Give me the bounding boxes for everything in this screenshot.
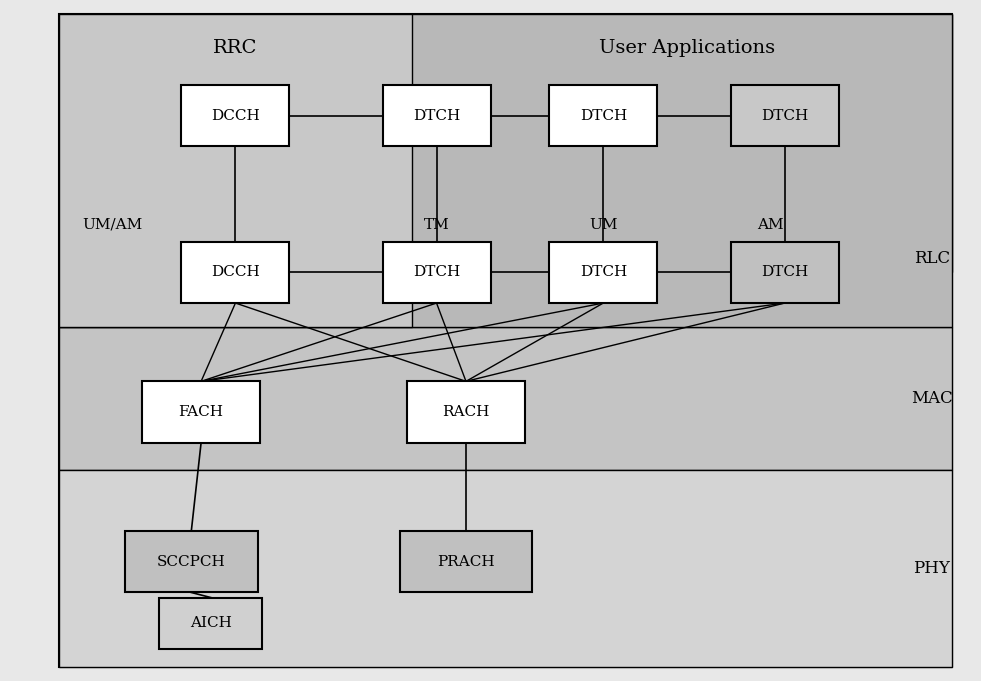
- FancyBboxPatch shape: [59, 14, 412, 327]
- FancyBboxPatch shape: [181, 242, 289, 303]
- FancyBboxPatch shape: [412, 14, 952, 272]
- FancyBboxPatch shape: [383, 242, 490, 303]
- FancyBboxPatch shape: [383, 85, 490, 146]
- Text: MAC: MAC: [911, 390, 953, 407]
- FancyBboxPatch shape: [59, 14, 412, 327]
- Text: DTCH: DTCH: [413, 109, 460, 123]
- Text: RRC: RRC: [213, 39, 258, 57]
- Text: DTCH: DTCH: [580, 109, 627, 123]
- FancyBboxPatch shape: [142, 381, 260, 443]
- FancyBboxPatch shape: [59, 470, 952, 667]
- Text: RLC: RLC: [914, 251, 950, 267]
- FancyBboxPatch shape: [59, 14, 952, 667]
- Text: SCCPCH: SCCPCH: [157, 555, 226, 569]
- Text: DCCH: DCCH: [211, 109, 260, 123]
- Text: AM: AM: [756, 218, 784, 232]
- FancyBboxPatch shape: [400, 531, 533, 592]
- Text: DTCH: DTCH: [580, 266, 627, 279]
- Text: UM/AM: UM/AM: [82, 218, 143, 232]
- Text: User Applications: User Applications: [598, 39, 775, 57]
- FancyBboxPatch shape: [126, 531, 257, 592]
- FancyBboxPatch shape: [59, 327, 952, 470]
- FancyBboxPatch shape: [549, 242, 657, 303]
- FancyBboxPatch shape: [59, 14, 952, 327]
- Text: DTCH: DTCH: [413, 266, 460, 279]
- FancyBboxPatch shape: [731, 242, 839, 303]
- Text: DTCH: DTCH: [761, 109, 808, 123]
- Text: AICH: AICH: [190, 616, 232, 630]
- FancyBboxPatch shape: [549, 85, 657, 146]
- FancyBboxPatch shape: [731, 85, 839, 146]
- FancyBboxPatch shape: [407, 381, 525, 443]
- Text: PHY: PHY: [913, 560, 951, 577]
- Text: PRACH: PRACH: [438, 555, 494, 569]
- FancyBboxPatch shape: [159, 598, 263, 648]
- Text: FACH: FACH: [179, 405, 224, 419]
- Text: DCCH: DCCH: [211, 266, 260, 279]
- Text: TM: TM: [424, 218, 449, 232]
- FancyBboxPatch shape: [181, 85, 289, 146]
- Text: DTCH: DTCH: [761, 266, 808, 279]
- Text: RACH: RACH: [442, 405, 490, 419]
- Text: UM: UM: [589, 218, 618, 232]
